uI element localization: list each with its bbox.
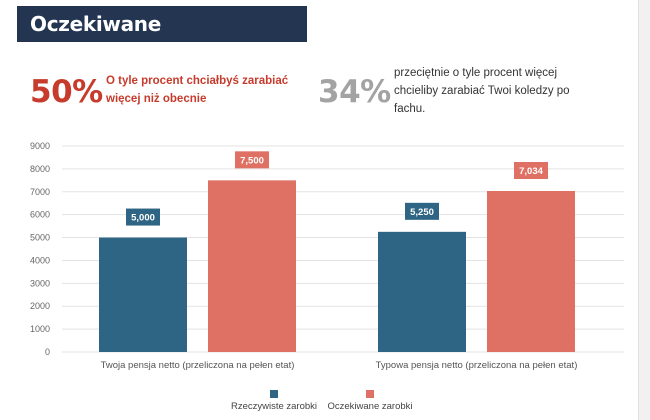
bar [208,180,296,352]
data-label-box [405,202,439,220]
y-tick-label: 4000 [30,255,50,265]
bar [378,231,466,352]
y-tick-label: 7000 [30,187,50,197]
bar [99,237,187,352]
y-tick-label: 9000 [30,141,50,151]
legend-label: Rzeczywiste zarobki [231,401,317,412]
data-label: 7,034 [519,166,543,177]
data-label-box [235,151,269,169]
stat-percent-own: 50% [30,74,103,110]
stat-text-own: O tyle procent chciałbyś zarabiać więcej… [106,75,289,105]
right-scroll-edge [638,0,650,420]
page-title: Oczekiwane wynagrodzenie [17,6,307,72]
data-label: 5,250 [410,207,434,218]
x-category-label: Twoja pensja netto (przeliczona na pełen… [101,360,295,371]
y-tick-label: 0 [45,347,50,357]
stat-text-peers: przeciętnie o tyle procent więcej chciel… [394,67,570,115]
data-label-box [514,161,548,179]
data-label: 5,000 [131,213,155,224]
stat-percent-peers: 34% [318,74,391,110]
y-tick-label: 3000 [30,278,50,288]
legend-swatch [270,390,278,398]
y-tick-label: 6000 [30,210,50,220]
data-label: 7,500 [240,155,264,166]
legend-swatch [366,390,374,398]
legend-label: Oczekiwane zarobki [327,401,412,412]
y-tick-label: 2000 [30,301,50,311]
data-label-box [126,208,160,226]
y-tick-label: 5000 [30,233,50,243]
bar [487,190,575,352]
y-tick-label: 1000 [30,324,50,334]
y-tick-label: 8000 [30,164,50,174]
x-category-label: Typowa pensja netto (przeliczona na pełe… [376,360,578,371]
